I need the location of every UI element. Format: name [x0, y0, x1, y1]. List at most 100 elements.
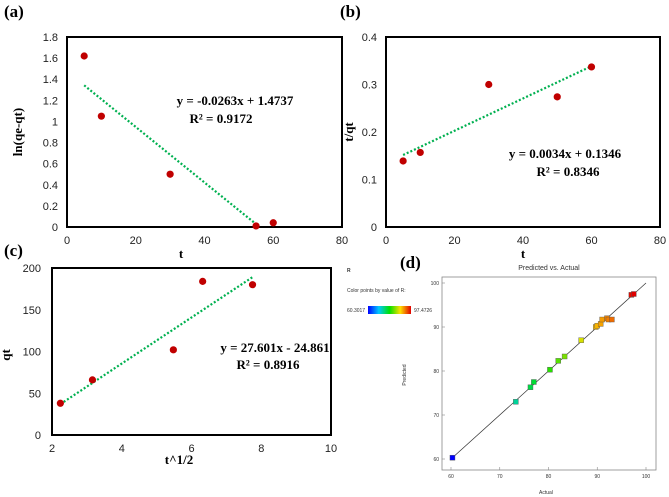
ytick-label-b-3: 0.3: [362, 80, 377, 92]
ytick-label-a-2: 0.4: [43, 180, 58, 192]
xlabel-b: t: [521, 246, 526, 261]
data-point-c-4: [248, 281, 257, 289]
data-point-b-0: [399, 157, 407, 165]
xtick-label-a-0: 0: [64, 235, 70, 247]
data-point-c-2: [169, 346, 177, 354]
data-point-d-5: [555, 358, 561, 364]
color-legend-title: R: [347, 268, 351, 274]
data-point-d-1: [513, 399, 519, 405]
plot-frame-b: [385, 36, 661, 228]
r-squared-c: R² = 0.8916: [237, 357, 300, 372]
data-point-a-0: [80, 52, 88, 60]
xtick-label-b-3: 60: [585, 235, 597, 247]
ytick-label-b-0: 0: [371, 222, 377, 234]
xtick-label-a-2: 40: [198, 235, 210, 247]
data-point-d-2: [527, 384, 534, 390]
ylabel-b: t/qt: [341, 122, 356, 142]
xtick-label-b-1: 20: [448, 235, 460, 247]
xtick-label-d-2: 80: [546, 474, 552, 480]
data-point-b-1: [416, 148, 424, 157]
data-point-d-16: [631, 291, 637, 297]
ylabel-d: Predicted: [402, 364, 408, 385]
xtick-label-b-0: 0: [383, 235, 389, 247]
ytick-label-a-3: 0.6: [43, 159, 58, 171]
ytick-label-b-2: 0.2: [362, 127, 377, 139]
data-point-d-14: [609, 316, 615, 323]
xtick-label-b-4: 80: [654, 235, 666, 247]
ytick-label-a-8: 1.6: [43, 53, 58, 65]
trendline-a: [83, 84, 257, 225]
equation-b: y = 0.0034x + 0.1346: [509, 146, 622, 161]
data-point-d-0: [449, 454, 456, 461]
panel-label-a: (a): [4, 2, 24, 21]
xlabel-d: Actual: [539, 490, 553, 496]
xtick-label-a-3: 60: [267, 235, 279, 247]
ytick-label-d-4: 100: [431, 281, 440, 287]
data-point-d-4: [547, 366, 553, 373]
xtick-label-c-4: 10: [325, 443, 337, 455]
color-max-label: 97.4726: [414, 308, 432, 314]
chart-panel-d: Predicted vs. Actual R Color points by v…: [347, 265, 657, 496]
r-squared-a: R² = 0.9172: [190, 111, 253, 126]
title-d: Predicted vs. Actual: [518, 265, 580, 272]
ytick-label-a-9: 1.8: [43, 32, 58, 44]
ytick-label-d-0: 60: [433, 457, 439, 463]
data-point-d-7: [578, 337, 584, 343]
xtick-label-c-0: 2: [49, 443, 55, 455]
data-point-c-1: [88, 376, 97, 384]
ytick-label-a-1: 0.2: [43, 201, 58, 213]
xtick-label-d-1: 70: [497, 474, 503, 480]
xlabel-a: t: [179, 246, 184, 261]
xtick-label-a-1: 20: [130, 235, 142, 247]
xtick-label-d-4: 100: [642, 474, 651, 480]
ytick-label-c-4: 200: [23, 263, 41, 275]
xtick-label-c-3: 8: [258, 443, 264, 455]
ytick-label-c-0: 0: [35, 430, 41, 442]
plot-frame-c: [51, 267, 332, 436]
data-point-a-3: [252, 222, 260, 230]
panel-label-c: (c): [4, 241, 23, 260]
equation-c: y = 27.601x - 24.861: [220, 340, 329, 355]
chart-panel-a: ln(qe-qt) t y = -0.0263x + 1.4737 R² = 0…: [10, 32, 348, 261]
ytick-label-c-2: 100: [23, 347, 41, 359]
r-squared-b: R² = 0.8346: [537, 164, 600, 179]
ytick-label-a-7: 1.4: [43, 74, 58, 86]
ytick-label-d-2: 80: [433, 369, 439, 375]
ylabel-c: qt: [0, 349, 13, 361]
plot-frame-a: [66, 36, 343, 228]
xtick-label-a-4: 80: [336, 235, 348, 247]
ytick-label-c-3: 150: [23, 305, 41, 317]
plot-frame-d: [441, 276, 657, 471]
data-point-d-11: [599, 316, 605, 323]
ytick-label-a-0: 0: [52, 222, 58, 234]
data-point-b-4: [587, 63, 596, 71]
data-point-a-1: [97, 112, 105, 120]
xtick-label-c-2: 6: [188, 443, 194, 455]
data-point-a-2: [166, 170, 174, 178]
chart-panel-c: qt t^1/2 y = 27.601x - 24.861 R² = 0.891…: [0, 263, 337, 467]
ytick-label-a-6: 1.2: [43, 95, 58, 107]
panel-label-b: (b): [340, 2, 361, 21]
xtick-label-c-1: 4: [119, 443, 125, 455]
ytick-label-b-1: 0.1: [362, 175, 377, 187]
data-point-d-6: [561, 353, 568, 360]
xlabel-c: t^1/2: [165, 452, 194, 467]
ytick-label-d-1: 70: [433, 413, 439, 419]
data-point-c-0: [56, 399, 64, 407]
color-legend-caption: Color points by value of R:: [347, 288, 406, 294]
trendline-b: [402, 65, 592, 156]
ytick-label-d-3: 90: [433, 325, 439, 331]
data-point-a-4: [269, 219, 277, 227]
color-scale-bar: [368, 306, 411, 314]
ytick-label-a-4: 0.8: [43, 138, 58, 150]
ytick-label-a-5: 1: [52, 116, 58, 128]
xtick-label-d-3: 90: [594, 474, 600, 480]
equation-a: y = -0.0263x + 1.4737: [177, 93, 294, 108]
data-point-b-2: [485, 80, 493, 89]
xtick-label-b-2: 40: [517, 235, 529, 247]
ytick-label-b-4: 0.4: [362, 32, 377, 44]
xtick-label-d-0: 60: [448, 474, 454, 480]
data-point-b-3: [553, 93, 561, 101]
chart-panel-b: t/qt t y = 0.0034x + 0.1346 R² = 0.8346 …: [341, 32, 666, 261]
